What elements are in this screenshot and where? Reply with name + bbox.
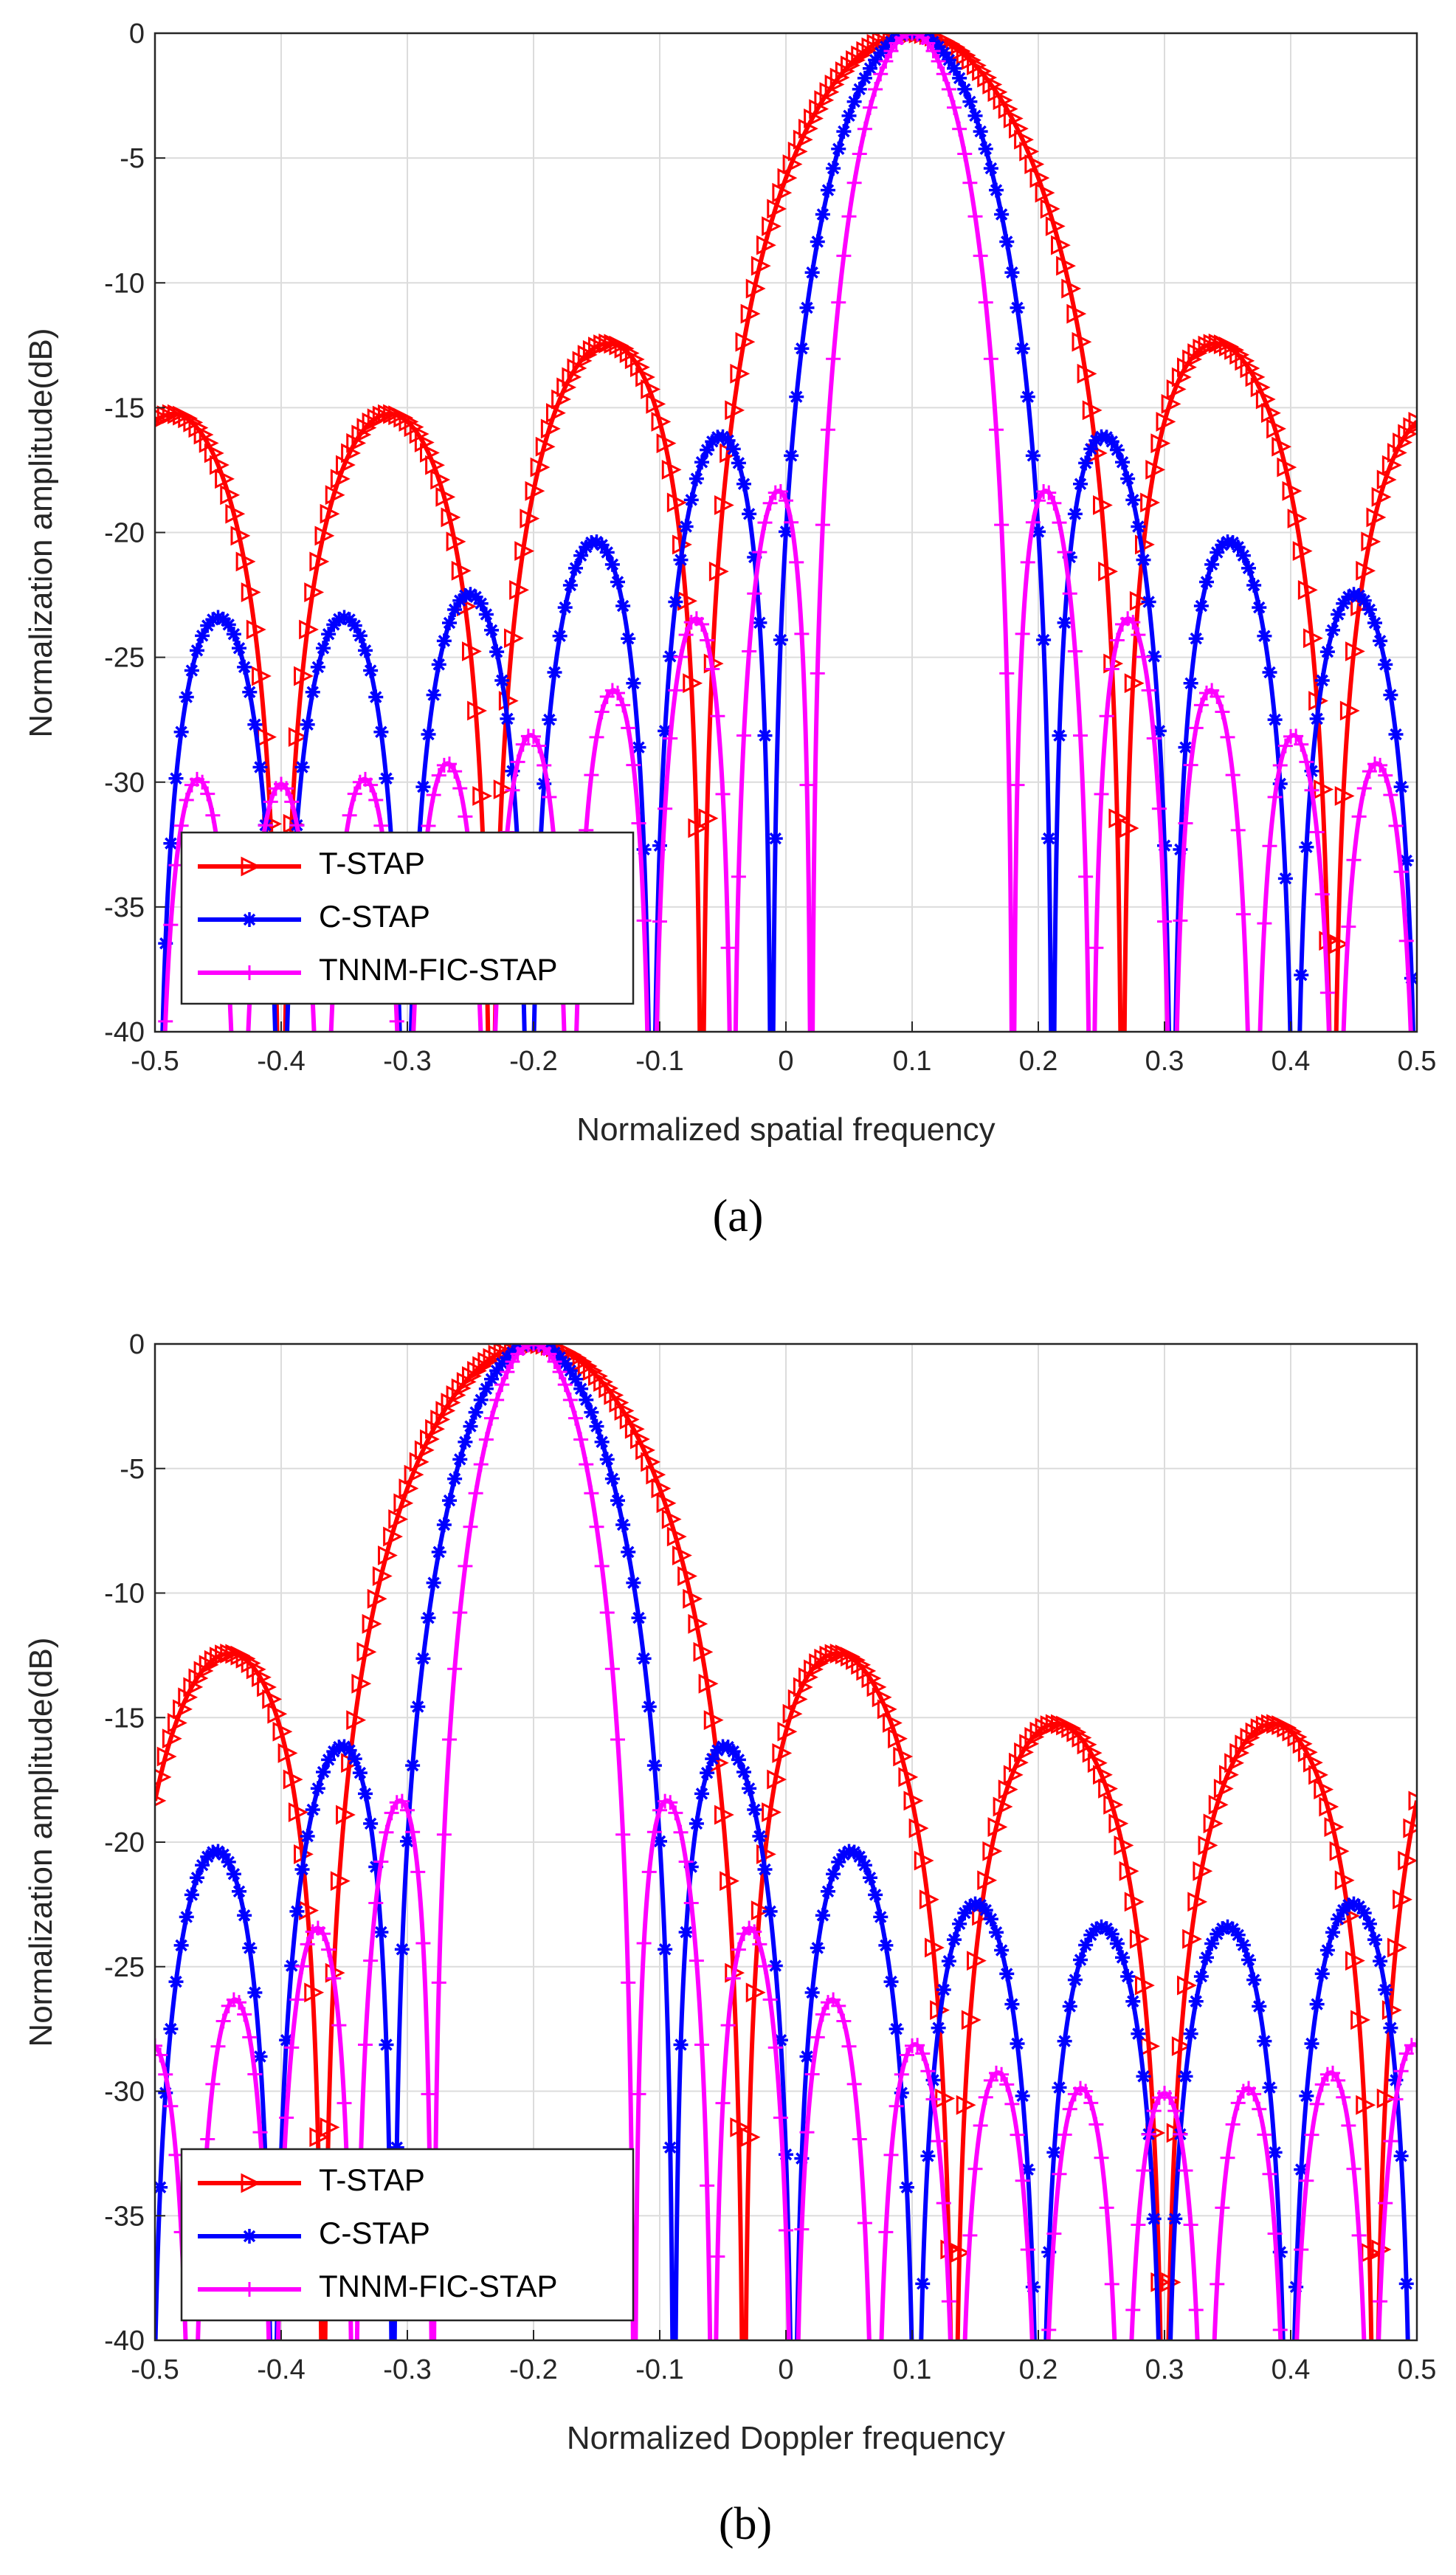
x-ticks-a: -0.5 -0.4 -0.3 -0.2 -0.1 0 0.1 0.2 0.3 0.4 0.5 bbox=[131, 1021, 1436, 1077]
y-tick-label: -5 bbox=[120, 1454, 145, 1485]
y-tick-label: 0 bbox=[129, 18, 145, 49]
x-tick-label: 0.1 bbox=[893, 1046, 932, 1077]
x-tick-label: 0.4 bbox=[1272, 1046, 1311, 1077]
y-axis-label-a: Normalization amplitude(dB) bbox=[23, 328, 59, 737]
x-axis-label-a: Normalized spatial frequency bbox=[576, 1111, 995, 1148]
x-tick-label: -0.3 bbox=[383, 2354, 431, 2385]
y-tick-label: -35 bbox=[104, 892, 145, 923]
legend-b: T-STAP C-STAP TNNM-FIC-STAP bbox=[180, 2148, 635, 2322]
legend-marker-t-stap bbox=[241, 856, 261, 877]
x-tick-label: -0.1 bbox=[635, 1046, 683, 1077]
y-ticks-a: 0 -5 -10 -15 -20 -25 -30 -35 -40 bbox=[104, 18, 165, 1048]
x-tick-label: 0 bbox=[778, 1046, 793, 1077]
series-markers bbox=[155, 33, 1417, 984]
y-tick-label: -15 bbox=[104, 393, 145, 424]
y-tick-label: -40 bbox=[104, 2326, 145, 2357]
y-tick-label: -30 bbox=[104, 768, 145, 799]
x-tick-label: 0.5 bbox=[1398, 1046, 1437, 1077]
x-tick-label: -0.1 bbox=[635, 2354, 683, 2385]
legend-a: T-STAP C-STAP TNNM-FIC-STAP bbox=[180, 831, 635, 1005]
y-tick-label: 0 bbox=[129, 1329, 145, 1360]
x-tick-label: 0.2 bbox=[1019, 1046, 1058, 1077]
caption-b: (b) bbox=[719, 2499, 772, 2549]
y-axis-label-b: Normalization amplitude(dB) bbox=[23, 1637, 59, 2047]
x-tick-label: 0.5 bbox=[1398, 2354, 1437, 2385]
x-tick-label: -0.4 bbox=[257, 1046, 305, 1077]
panel-a: -0.5 -0.4 -0.3 -0.2 -0.1 0 0.1 0.2 0.3 0.4 0.5 0 -5… bbox=[23, 18, 1436, 1241]
series-tnnm-fic-stap bbox=[158, 33, 1414, 1032]
legend-marker-t-stap bbox=[241, 2173, 261, 2193]
y-tick-label: -35 bbox=[104, 2201, 145, 2232]
x-ticks-b: -0.5 -0.4 -0.3 -0.2 -0.1 0 0.1 0.2 0.3 0.4 0.5 bbox=[131, 2330, 1436, 2385]
x-tick-label: 0 bbox=[778, 2354, 793, 2385]
y-tick-label: -20 bbox=[104, 518, 145, 549]
x-tick-label: -0.5 bbox=[131, 2354, 179, 2385]
series-markers bbox=[158, 33, 1414, 1029]
legend-label-tnnm-b: TNNM-FIC-STAP bbox=[319, 2269, 558, 2303]
x-tick-label: 0.1 bbox=[893, 2354, 932, 2385]
series-line bbox=[155, 33, 1417, 1032]
legend-entries-b bbox=[198, 2173, 301, 2297]
x-tick-label: 0.4 bbox=[1272, 2354, 1311, 2385]
y-tick-label: -25 bbox=[104, 1952, 145, 1983]
legend-label-t-stap-a: T-STAP bbox=[319, 846, 425, 880]
x-axis-label-b: Normalized Doppler frequency bbox=[567, 2420, 1005, 2456]
legend-marker-tnnm-fic-stap bbox=[242, 2282, 257, 2297]
x-tick-label: -0.4 bbox=[257, 2354, 305, 2385]
legend-box-a bbox=[180, 831, 635, 1005]
series-markers bbox=[155, 1344, 1417, 2292]
legend-label-c-stap-b: C-STAP bbox=[319, 2216, 430, 2250]
x-tick-label: 0.3 bbox=[1145, 1046, 1184, 1077]
x-tick-label: -0.5 bbox=[131, 1046, 179, 1077]
curves-b bbox=[155, 1344, 1417, 2340]
series-t-stap bbox=[155, 33, 1417, 1032]
legend-label-t-stap-b: T-STAP bbox=[319, 2162, 425, 2197]
series-markers bbox=[155, 1344, 1417, 2337]
x-tick-label: -0.3 bbox=[383, 1046, 431, 1077]
legend-label-c-stap-a: C-STAP bbox=[319, 899, 430, 934]
caption-a: (a) bbox=[713, 1191, 764, 1241]
series-tnnm-fic-stap bbox=[155, 1344, 1417, 2340]
legend-entries-a bbox=[198, 856, 301, 980]
y-tick-label: -5 bbox=[120, 143, 145, 174]
series-line bbox=[155, 1344, 1417, 2340]
series-c-stap bbox=[155, 1344, 1414, 2340]
x-tick-label: -0.2 bbox=[509, 1046, 557, 1077]
y-tick-label: -40 bbox=[104, 1017, 145, 1048]
series-markers bbox=[155, 1344, 1414, 2295]
y-tick-label: -15 bbox=[104, 1703, 145, 1734]
legend-marker-c-stap bbox=[242, 2229, 257, 2244]
legend-label-tnnm-a: TNNM-FIC-STAP bbox=[319, 952, 558, 987]
y-tick-label: -30 bbox=[104, 2077, 145, 2108]
curves-a bbox=[155, 33, 1417, 1032]
panel-b: -0.5 -0.4 -0.3 -0.2 -0.1 0 0.1 0.2 0.3 0.4 0.5 0 -5… bbox=[23, 1329, 1436, 2549]
y-tick-label: -25 bbox=[104, 643, 145, 674]
x-tick-label: -0.2 bbox=[509, 2354, 557, 2385]
legend-marker-c-stap bbox=[242, 912, 257, 927]
y-ticks-b: 0 -5 -10 -15 -20 -25 -30 -35 -40 bbox=[104, 1329, 165, 2357]
x-tick-label: 0.2 bbox=[1019, 2354, 1058, 2385]
x-tick-label: 0.3 bbox=[1145, 2354, 1184, 2385]
legend-marker-tnnm-fic-stap bbox=[242, 965, 257, 980]
y-tick-label: -10 bbox=[104, 268, 145, 299]
y-tick-label: -20 bbox=[104, 1827, 145, 1858]
y-tick-label: -10 bbox=[104, 1579, 145, 1610]
series-t-stap bbox=[155, 1344, 1417, 2340]
